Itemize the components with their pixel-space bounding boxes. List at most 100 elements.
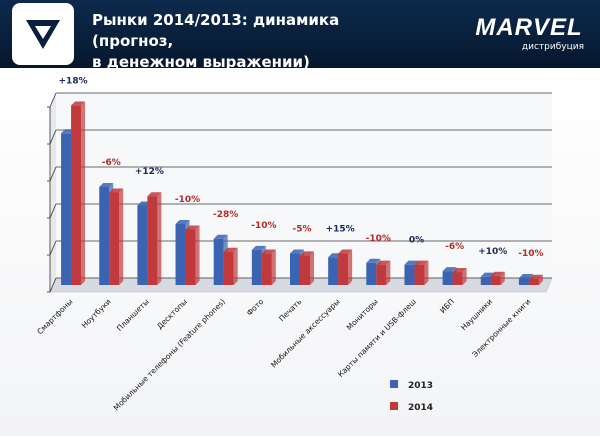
bar-2014-top — [223, 247, 238, 252]
bar-2014-top — [71, 101, 86, 106]
legend-label-2014: 2014 — [408, 403, 433, 413]
bar-2014-top — [261, 249, 276, 254]
bar-2013 — [366, 262, 377, 285]
bar-2014 — [338, 253, 349, 285]
category-label: Мобильные аксессуары — [269, 297, 341, 369]
bar-2014-top — [109, 188, 124, 193]
legend-label-2013: 2013 — [408, 381, 433, 391]
category-label: ИБП — [438, 297, 456, 315]
change-label: -10% — [518, 249, 543, 259]
change-label: -28% — [213, 210, 238, 220]
bar-2013 — [213, 238, 224, 285]
bar-2013 — [251, 249, 262, 285]
bar-2014 — [414, 264, 425, 285]
gridline-side — [49, 240, 57, 256]
bar-2014 — [528, 278, 539, 285]
bar-2014 — [71, 105, 82, 285]
bar-2014 — [109, 192, 120, 285]
bar-2014-side — [386, 260, 391, 285]
gridline-side — [49, 92, 57, 108]
v-logo-icon — [26, 20, 60, 49]
change-label: -6% — [445, 242, 464, 252]
bar-2014 — [147, 196, 158, 285]
brand-name: MARVEL — [475, 14, 583, 41]
bar-2013-top — [442, 267, 457, 272]
bar-2014-side — [233, 247, 238, 285]
company-logo — [12, 3, 74, 65]
bar-2013 — [480, 276, 491, 285]
bar-2013-top — [404, 260, 419, 265]
bar-2014-top — [452, 268, 467, 273]
bar-2013-top — [251, 245, 266, 250]
change-label: +10% — [478, 247, 507, 257]
title-line-1: Рынки 2014/2013: динамика (прогноз, — [92, 11, 340, 50]
gridline-side — [49, 129, 57, 145]
bar-2013-top — [213, 234, 228, 239]
category-label: Фото — [245, 297, 266, 318]
gridline-side — [49, 166, 57, 182]
change-label: +15% — [326, 225, 355, 235]
bar-2014-side — [462, 268, 467, 285]
bar-2014 — [185, 229, 196, 285]
bar-2014 — [452, 272, 463, 285]
chart-side-wall — [50, 93, 56, 292]
bar-2014-side — [500, 271, 505, 285]
bar-2013 — [61, 133, 72, 285]
bar-2014 — [300, 255, 310, 285]
category-label: Карты памяти и USB-флеш — [336, 297, 418, 379]
bar-2014-top — [490, 271, 505, 276]
change-label: 0% — [409, 236, 424, 246]
bar-2014-top — [528, 274, 543, 279]
bar-chart: +18% Смартфоны -6% Ноутбуки +12% Планшеты -10%… — [35, 77, 553, 413]
brand-logo: MARVEL дистрибуция — [474, 14, 584, 53]
bar-2014-side — [157, 192, 162, 285]
bar-2013 — [442, 271, 453, 285]
bar-2014 — [490, 275, 501, 285]
legend-swatch-2014 — [390, 402, 398, 410]
bar-2013 — [137, 205, 148, 285]
bar-2014 — [223, 251, 234, 285]
bar-2013-top — [366, 258, 381, 263]
bar-2013-top — [99, 182, 114, 187]
bar-2013-top — [290, 249, 304, 254]
change-label: -10% — [366, 234, 391, 244]
bar-2014-side — [310, 251, 314, 285]
bar-2013-top — [518, 273, 533, 278]
change-label: +12% — [135, 167, 164, 177]
change-label: +18% — [59, 77, 88, 87]
change-label: -10% — [251, 221, 276, 231]
bar-2013 — [175, 223, 186, 285]
bar-2014-top — [300, 251, 314, 256]
bar-2014-side — [81, 101, 86, 285]
category-label: Печать — [277, 297, 303, 323]
legend-swatch-2013 — [390, 380, 398, 388]
header-bar: Рынки 2014/2013: динамика (прогноз, в де… — [0, 0, 600, 71]
bar-2013 — [99, 186, 110, 285]
bar-2014-side — [348, 249, 353, 285]
page-title: Рынки 2014/2013: динамика (прогноз, в де… — [92, 10, 392, 73]
bar-2013 — [518, 277, 529, 285]
bar-2014-top — [414, 260, 429, 265]
bar-2014-top — [338, 249, 353, 254]
gridline-side — [49, 277, 57, 293]
title-line-2: в денежном выражении) — [92, 53, 310, 71]
category-label: Ноутбуки — [80, 297, 113, 330]
bar-2013 — [328, 257, 339, 285]
bar-2014-side — [119, 188, 124, 285]
category-label: Смартфоны — [35, 297, 74, 336]
category-label: Планшеты — [115, 297, 151, 333]
brand-subtitle: дистрибуция — [521, 42, 584, 52]
bar-2014-side — [538, 274, 543, 285]
gridline-side — [49, 203, 57, 219]
change-label: -6% — [102, 158, 121, 168]
bar-2014-top — [185, 225, 200, 230]
bar-2014-side — [195, 225, 200, 285]
bar-2014-side — [271, 249, 276, 285]
chart-area: +18% Смартфоны -6% Ноутбуки +12% Планшеты -10%… — [0, 68, 600, 436]
bar-2014 — [261, 253, 272, 285]
category-label: Мониторы — [345, 297, 380, 332]
bar-2014-side — [424, 260, 429, 285]
bar-2014 — [376, 264, 387, 285]
bar-2013 — [290, 253, 300, 285]
bar-2013-top — [175, 219, 190, 224]
